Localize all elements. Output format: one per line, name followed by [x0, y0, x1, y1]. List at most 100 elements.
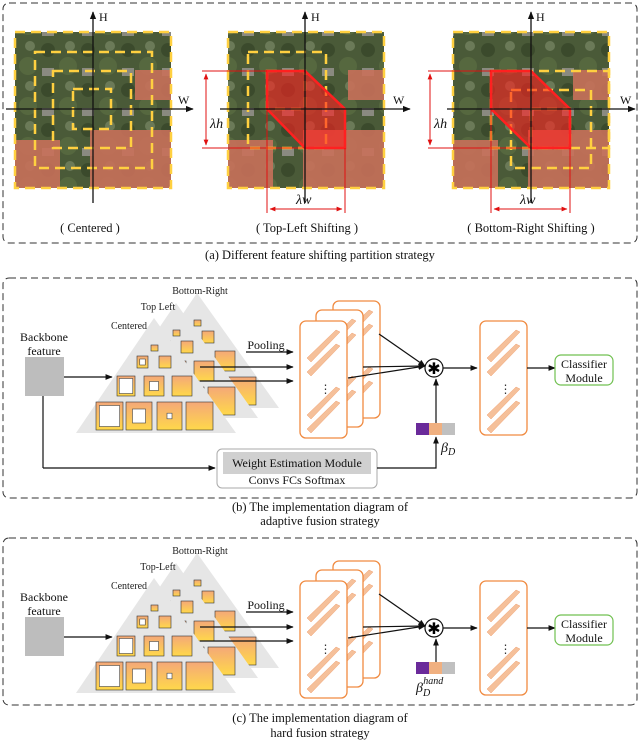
- pyramid-label-bottom-right: Bottom-Right: [172, 286, 228, 297]
- weight-module-sublabel: Convs FCs Softmax: [249, 473, 346, 487]
- classifier-module: [554, 354, 614, 386]
- classifier-label-2: Module: [565, 631, 602, 645]
- weight-vector-cell: [429, 423, 442, 435]
- axis-w-label-2: W: [393, 93, 405, 107]
- feature-vector: [486, 589, 521, 623]
- fusion-operator-icon: ✱: [427, 361, 440, 378]
- axis-h-label-3: H: [536, 10, 545, 24]
- feature-vector: [486, 660, 521, 694]
- pooling-window: [201, 330, 215, 344]
- backbone-label: Backbone: [20, 590, 68, 604]
- ellipsis: ⋮: [500, 382, 512, 396]
- view-label-centered: ( Centered ): [60, 221, 120, 235]
- shift-view-3: [427, 11, 636, 213]
- pyramid-label-bottom-right: Bottom-Right: [172, 546, 228, 557]
- backbone-label-2: feature: [27, 344, 60, 358]
- backbone-feature-block: [25, 617, 64, 656]
- view-label-bottom-right: ( Bottom-Right Shifting ): [467, 221, 594, 235]
- lambda-h-label-3: λh: [433, 117, 447, 132]
- weight-vector-cell: [429, 662, 442, 674]
- fused-feature: ⋮: [479, 580, 528, 696]
- classifier-module: [554, 614, 614, 646]
- fused-feature: ⋮: [479, 320, 528, 436]
- backbone-label-2: feature: [27, 604, 60, 618]
- classifier-label-2: Module: [565, 371, 602, 385]
- feature-vector: [306, 400, 341, 434]
- lambda-h-label-2: λh: [209, 117, 223, 132]
- pooling-window-hole: [139, 358, 146, 366]
- weight-module-header: [223, 452, 371, 474]
- caption-a: (a) Different feature shifting partition…: [205, 248, 436, 262]
- panel-a-border: [2, 2, 638, 244]
- pooling-window: [185, 401, 214, 431]
- fusion-input-line: [347, 364, 426, 379]
- pooling-window: [171, 635, 193, 657]
- caption-c-line2: hard fusion strategy: [270, 726, 370, 740]
- panel-a: ( Centered ) ( Top-Left Shifting ) ( Bot…: [2, 2, 638, 262]
- view-label-top-left: ( Top-Left Shifting ): [256, 221, 358, 235]
- feature-stack-front: ⋮: [299, 320, 348, 439]
- feature-vector: [306, 660, 341, 694]
- weight-vector-cell: [442, 423, 455, 435]
- pyramid-label-top-left: Top Left: [141, 302, 176, 313]
- pooling-window: [180, 340, 194, 354]
- shift-view-1: [6, 11, 194, 203]
- fusion-input-line: [362, 363, 426, 369]
- pooling-window-hole: [118, 378, 134, 394]
- feature-vector: [306, 343, 341, 377]
- pooling-window: [172, 329, 181, 337]
- panel-b-border: [2, 277, 638, 499]
- feature-vector: [486, 400, 521, 434]
- pooling-window: [171, 375, 193, 397]
- feature-vector: [306, 646, 341, 680]
- weight-vector-cell: [416, 423, 429, 435]
- classifier-label: Classifier: [561, 617, 607, 631]
- fusion-input-line: [378, 593, 426, 627]
- pooling-window: [158, 615, 172, 629]
- weight-vector-cell: [442, 662, 455, 674]
- fusion-operator-icon: ✱: [427, 621, 440, 638]
- pyramid-label-centered: Centered: [111, 581, 147, 592]
- pooling-window: [180, 600, 194, 614]
- pooling-window-hole: [118, 638, 134, 654]
- pooling-label: Pooling: [247, 598, 284, 612]
- panel-c-border: [2, 537, 638, 706]
- axis-h-label-1: H: [99, 10, 108, 24]
- feature-vector: [306, 386, 341, 420]
- fusion-input-line: [362, 623, 426, 629]
- pooling-window: [185, 661, 214, 691]
- pooling-window: [193, 319, 202, 327]
- pooling-window-hole: [149, 641, 159, 651]
- pooling-window-hole: [132, 668, 146, 684]
- pooling-window-hole: [99, 665, 120, 687]
- pooling-window: [172, 589, 181, 597]
- axis-h-label-2: H: [311, 10, 320, 24]
- pooling-window-hole: [132, 408, 146, 424]
- axis-w-label-1: W: [178, 93, 190, 107]
- caption-b-line2: adaptive fusion strategy: [260, 514, 380, 528]
- pooling-window: [193, 360, 215, 382]
- ellipsis: ⋮: [320, 382, 332, 396]
- pooling-window-hole: [149, 381, 159, 391]
- classifier-label: Classifier: [561, 357, 607, 371]
- roof-shapes: [15, 70, 171, 188]
- pooling-window-hole: [166, 672, 173, 680]
- backbone-label: Backbone: [20, 330, 68, 344]
- pooling-label: Pooling: [247, 338, 284, 352]
- feature-vector: [486, 603, 521, 637]
- pyramid-label-centered: Centered: [111, 321, 147, 332]
- lambda-w-label-2: λw: [295, 193, 312, 208]
- pooling-window-hole: [99, 405, 120, 427]
- caption-c-line1: (c) The implementation diagram of: [232, 711, 408, 725]
- pyramid-centered: [76, 578, 236, 693]
- pooling-window: [150, 344, 159, 352]
- weight-module-label: Weight Estimation Module: [232, 456, 362, 470]
- feature-vector: [306, 589, 341, 623]
- backbone-feature-block: [25, 357, 64, 396]
- panel-b: ⋮⋮⋮⋮ Backbone feature Centered Top Left …: [2, 277, 638, 528]
- pooling-window: [193, 620, 215, 642]
- ellipsis: ⋮: [500, 642, 512, 656]
- pyramid-centered: [76, 318, 236, 433]
- ellipsis: ⋮: [320, 642, 332, 656]
